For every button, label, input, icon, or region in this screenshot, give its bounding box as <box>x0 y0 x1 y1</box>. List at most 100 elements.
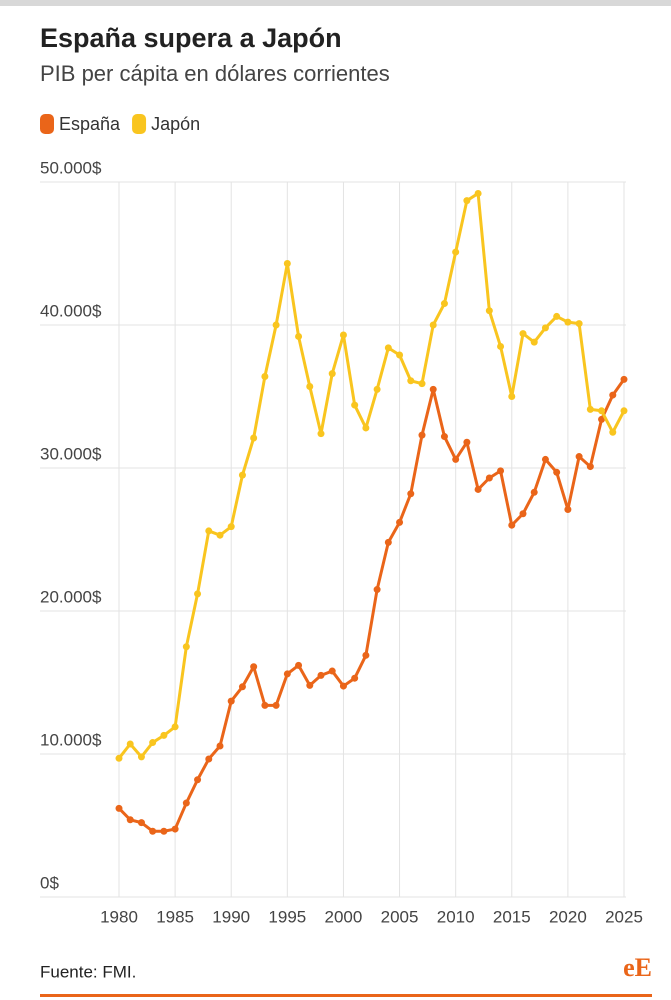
data-point <box>362 424 370 432</box>
data-point <box>283 670 291 678</box>
legend-label: España <box>59 114 121 134</box>
data-point <box>351 674 359 682</box>
data-point <box>553 468 561 476</box>
y-tick-label: 10.000$ <box>40 730 102 749</box>
data-point <box>429 385 437 393</box>
data-point <box>418 431 426 439</box>
x-tick-label: 2010 <box>437 907 475 926</box>
y-tick-label: 50.000$ <box>40 158 102 177</box>
y-tick-label: 40.000$ <box>40 301 102 320</box>
data-point <box>620 375 628 383</box>
data-point <box>295 332 303 340</box>
data-point <box>598 407 606 415</box>
data-point <box>586 463 594 471</box>
data-point <box>149 827 157 835</box>
data-point <box>227 523 235 531</box>
x-tick-label: 2005 <box>381 907 419 926</box>
data-point <box>564 318 572 326</box>
data-point <box>429 321 437 329</box>
data-point <box>396 351 404 359</box>
data-point <box>407 490 415 498</box>
data-point <box>261 372 269 380</box>
series-line <box>117 378 626 833</box>
data-point <box>474 485 482 493</box>
data-point <box>328 667 336 675</box>
data-point <box>553 312 561 320</box>
data-point <box>530 338 538 346</box>
y-tick-label: 30.000$ <box>40 444 102 463</box>
data-point <box>620 407 628 415</box>
data-point <box>586 405 594 413</box>
top-shadow <box>0 0 671 6</box>
chart-subtitle: PIB per cápita en dólares corrientes <box>40 61 390 86</box>
data-point <box>541 455 549 463</box>
data-point <box>497 467 505 475</box>
data-point <box>418 380 426 388</box>
legend-swatch <box>132 114 147 134</box>
data-point <box>339 331 347 339</box>
data-point <box>452 248 460 256</box>
data-point <box>216 531 224 539</box>
data-point <box>362 651 370 659</box>
data-point <box>194 776 202 784</box>
data-point <box>137 819 145 827</box>
data-point <box>283 260 291 268</box>
data-point <box>508 521 516 529</box>
data-point <box>598 415 606 423</box>
source: Fuente: FMI. <box>40 962 136 981</box>
footer-rule <box>40 994 652 997</box>
x-tick-label: 2000 <box>325 907 363 926</box>
x-tick-label: 2020 <box>549 907 587 926</box>
data-point <box>126 816 134 824</box>
data-point <box>126 740 134 748</box>
data-point <box>160 731 168 739</box>
data-point <box>351 401 359 409</box>
data-point <box>339 682 347 690</box>
data-point <box>306 681 314 689</box>
data-point <box>519 330 527 338</box>
x-tick-label: 2025 <box>605 907 643 926</box>
data-point <box>272 321 280 329</box>
data-point <box>317 430 325 438</box>
logo: eE <box>623 953 652 982</box>
data-point <box>171 825 179 833</box>
data-point <box>227 697 235 705</box>
data-point <box>497 342 505 350</box>
data-point <box>261 701 269 709</box>
data-point <box>194 590 202 598</box>
data-point <box>149 739 157 747</box>
data-point <box>115 804 123 812</box>
data-point <box>463 438 471 446</box>
data-point <box>452 455 460 463</box>
data-point <box>519 510 527 518</box>
data-point <box>205 527 213 535</box>
data-point <box>182 799 190 807</box>
data-point <box>373 586 381 594</box>
data-point <box>440 433 448 441</box>
data-point <box>250 663 258 671</box>
y-tick-label: 0$ <box>40 873 59 892</box>
data-point <box>205 755 213 763</box>
data-point <box>295 661 303 669</box>
data-point <box>485 307 493 315</box>
data-point <box>373 385 381 393</box>
data-point <box>530 488 538 496</box>
data-point <box>272 701 280 709</box>
data-point <box>609 391 617 399</box>
data-point <box>182 643 190 651</box>
data-point <box>171 723 179 731</box>
x-tick-label: 1995 <box>268 907 306 926</box>
data-point <box>541 324 549 332</box>
y-tick-label: 20.000$ <box>40 587 102 606</box>
data-point <box>306 382 314 390</box>
legend-swatch <box>40 114 54 134</box>
data-point <box>575 320 583 328</box>
data-point <box>216 742 224 750</box>
data-point <box>238 471 246 479</box>
data-point <box>250 434 258 442</box>
data-point <box>328 370 336 378</box>
data-point <box>160 827 168 835</box>
series-line <box>117 191 626 760</box>
data-point <box>508 393 516 400</box>
